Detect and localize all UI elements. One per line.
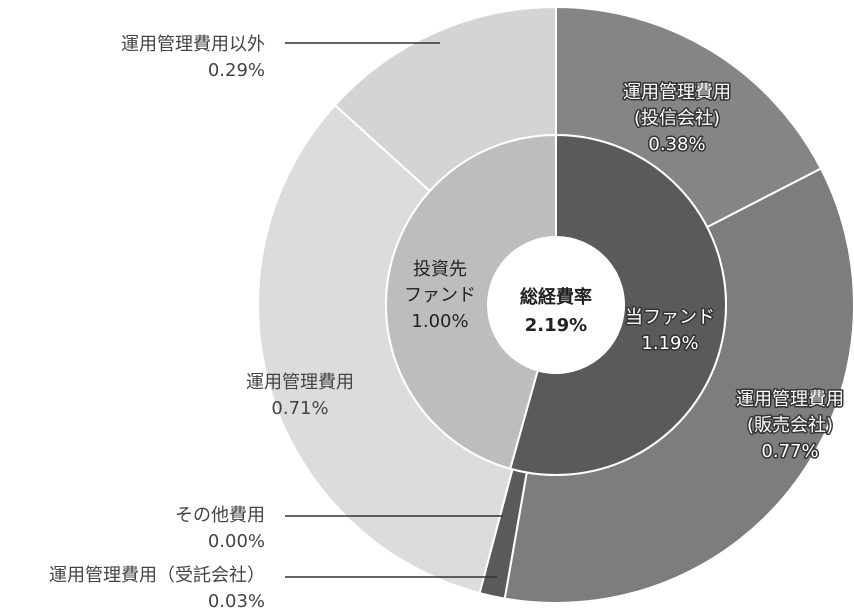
- segment-label: 運用管理費用: [246, 372, 354, 393]
- value-label: 0.71%: [271, 398, 328, 419]
- value-label: 1.19%: [641, 333, 698, 354]
- center-value: 2.19%: [525, 315, 587, 336]
- segment-label: (販売会社): [747, 415, 833, 436]
- value-label: 0.38%: [648, 134, 705, 155]
- segment-label: ファンド: [404, 285, 476, 306]
- center-hole: [488, 237, 624, 373]
- segment-label: 運用管理費用: [623, 82, 731, 103]
- segment-label: 運用管理費用（受託会社）: [49, 565, 265, 586]
- segment-label: 運用管理費用以外: [121, 34, 265, 55]
- value-label: 0.03%: [208, 591, 265, 609]
- value-label: 0.00%: [208, 531, 265, 552]
- segment-label: 運用管理費用: [736, 389, 844, 410]
- segment-label: (投信会社): [634, 108, 720, 129]
- value-label: 1.00%: [411, 311, 468, 332]
- segment-label: 投資先: [413, 259, 467, 280]
- value-label: 0.77%: [761, 441, 818, 462]
- segment-label: 当ファンド: [625, 307, 715, 328]
- value-label: 0.29%: [208, 60, 265, 81]
- center-label: 総経費率: [520, 286, 592, 308]
- segment-label: その他費用: [175, 505, 265, 526]
